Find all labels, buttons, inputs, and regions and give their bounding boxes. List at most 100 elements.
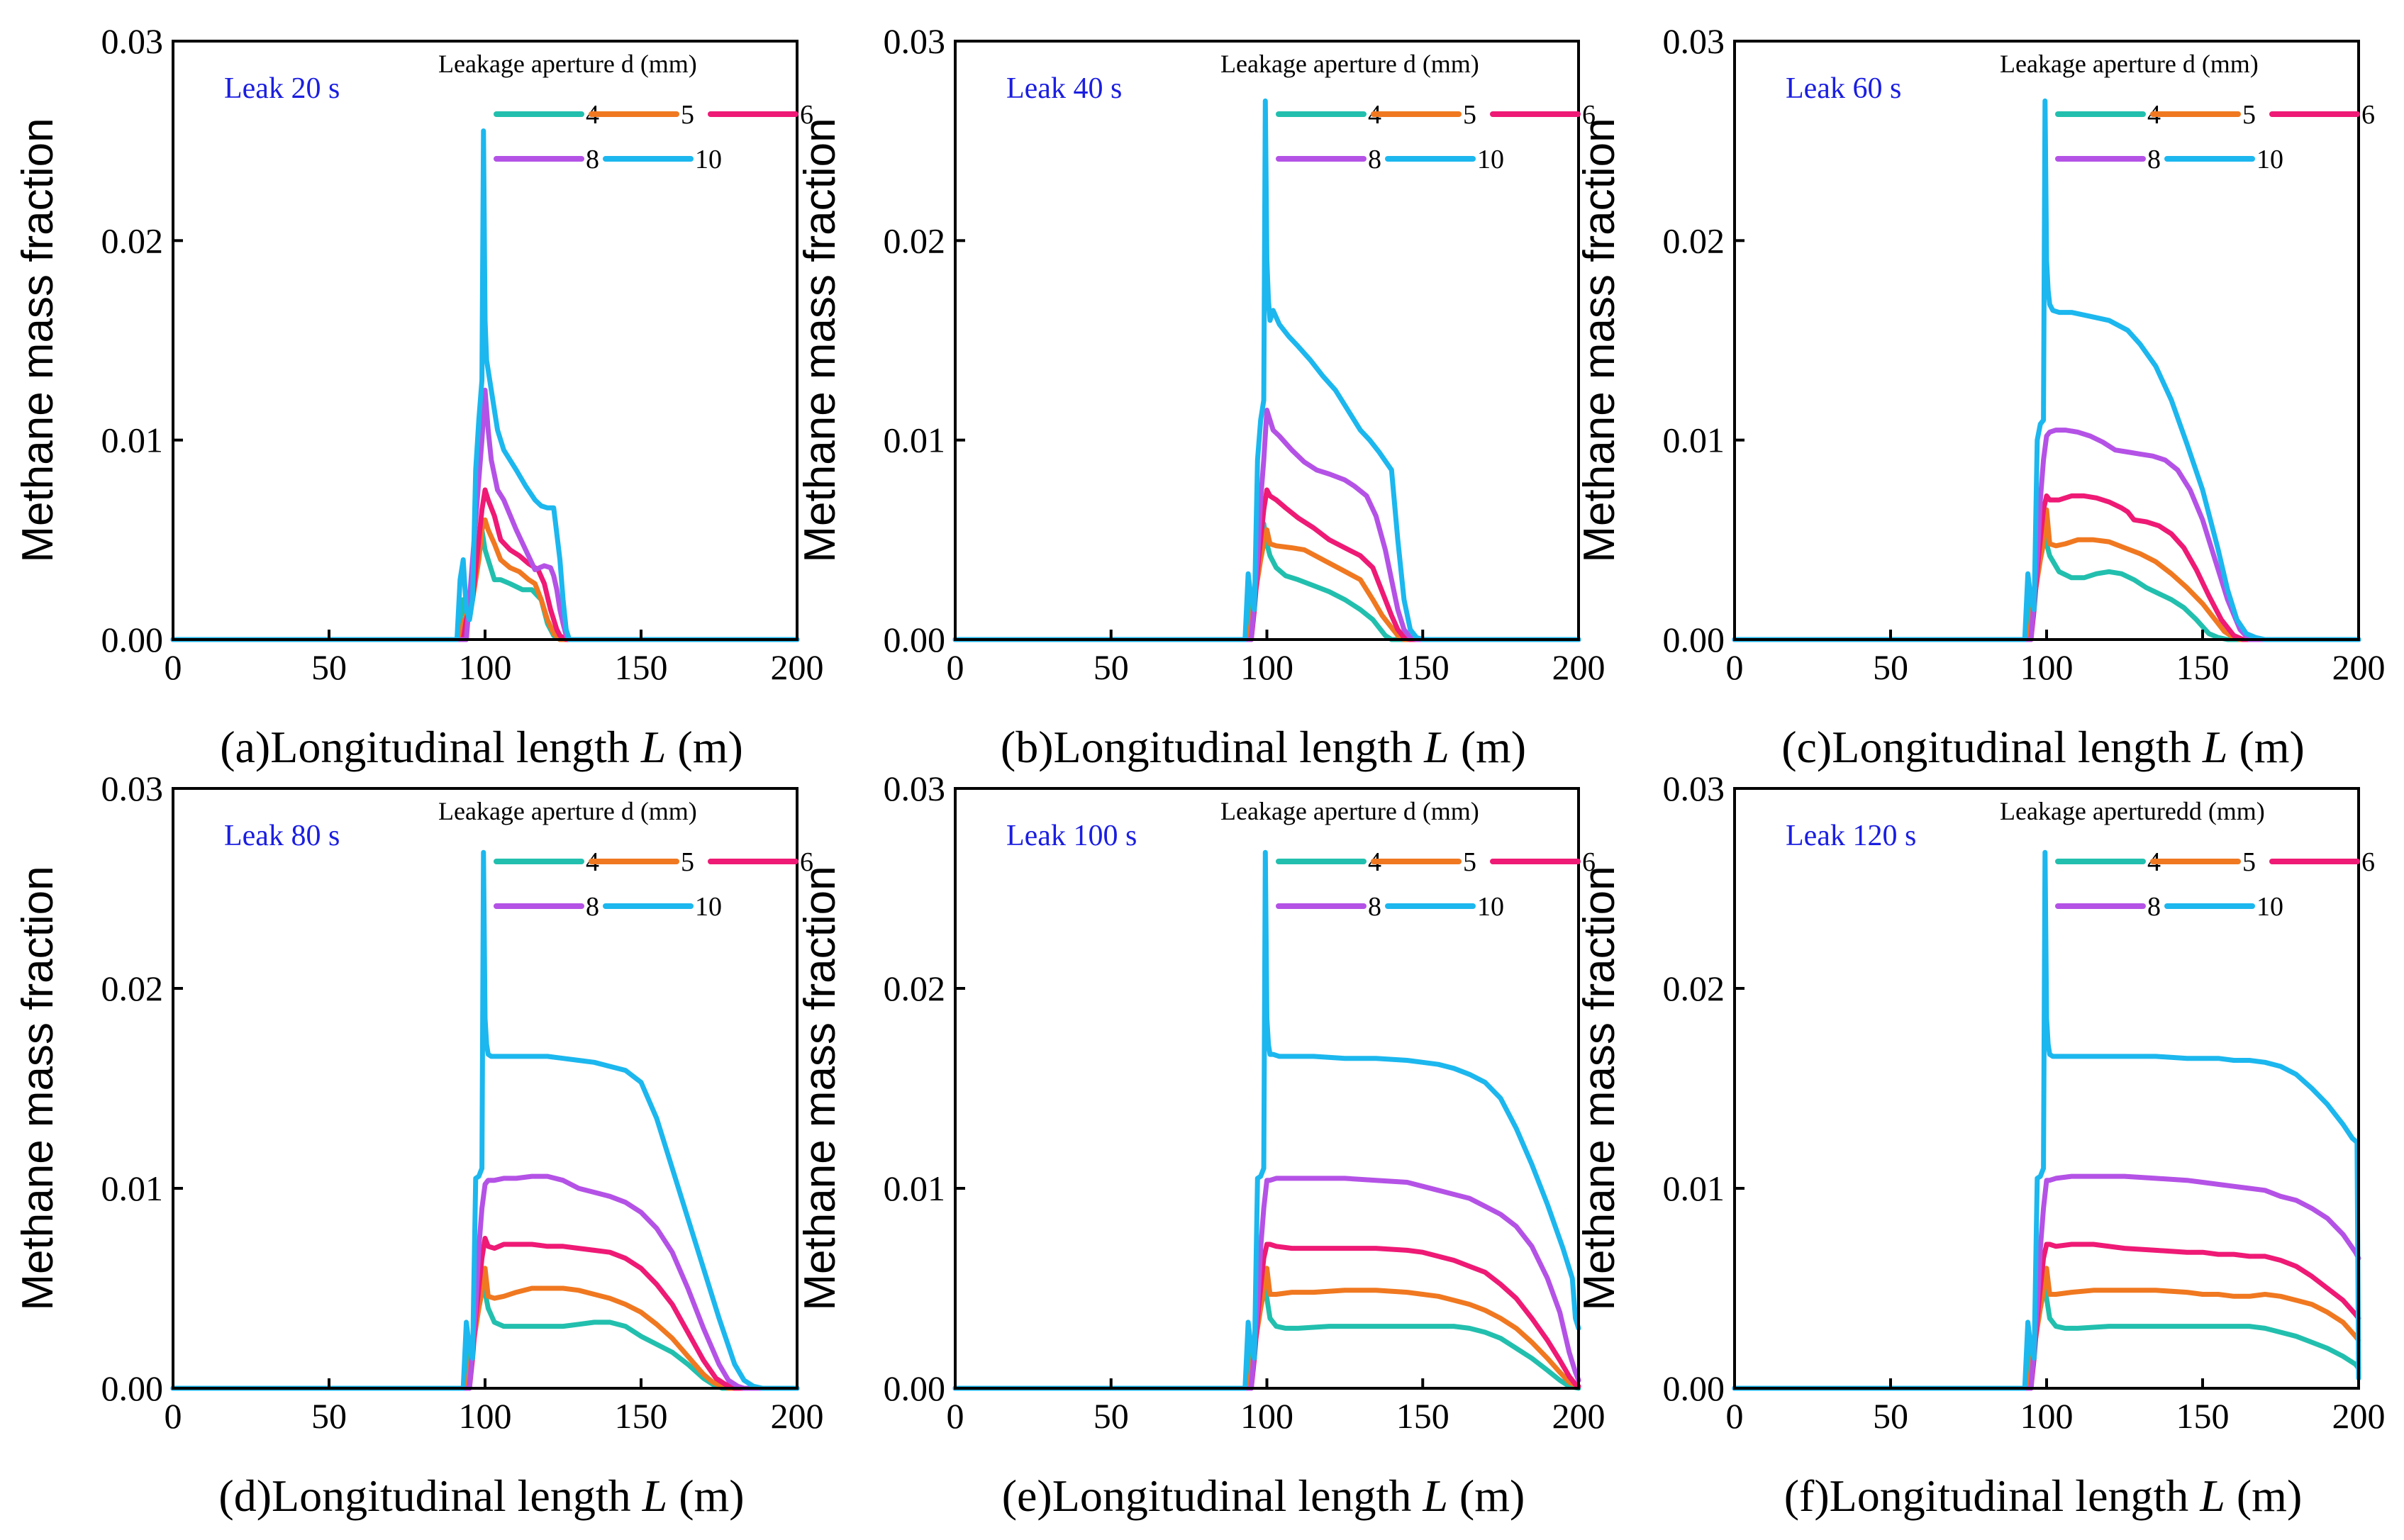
y-tick-label: 0.00 — [1663, 620, 1725, 659]
series-line-d4 — [952, 1276, 1581, 1391]
legend-label-d8: 8 — [586, 892, 599, 922]
legend-label-d8: 8 — [1368, 145, 1381, 174]
series-line-d8 — [1732, 428, 2361, 642]
legend-label-d10: 10 — [2256, 892, 2283, 922]
leak-time: 80 s — [291, 820, 340, 852]
series-line-d10 — [1732, 98, 2361, 642]
series-line-d10 — [170, 128, 800, 642]
leak-time-label: Leak 120 s — [1786, 820, 1916, 852]
leak-prefix: Leak — [224, 820, 291, 852]
y-axis-title: Methane mass fraction — [796, 866, 845, 1310]
leak-prefix: Leak — [1006, 72, 1073, 105]
y-tick-label: 0.03 — [1663, 21, 1725, 61]
legend-title: Leakage aperturedd (mm) — [2000, 797, 2265, 825]
legend-title: Leakage aperture d (mm) — [2000, 50, 2259, 78]
x-tick-label: 200 — [771, 647, 824, 687]
legend-label-d5: 5 — [2242, 847, 2256, 877]
y-tick-label: 0.03 — [101, 769, 164, 808]
y-tick-label: 0.02 — [101, 969, 164, 1008]
legend-title: Leakage aperture d (mm) — [438, 797, 697, 825]
y-tick-label: 0.00 — [101, 620, 164, 659]
legend-label-d8: 8 — [2147, 145, 2161, 174]
panel-f: 0 50 100 150 200 0.00 0.01 0.02 0.03 Methane mass… — [1575, 769, 2386, 1521]
panel-label: (a) — [220, 722, 270, 772]
x-tick-label: 200 — [1552, 647, 1606, 687]
leak-time: 40 s — [1073, 72, 1122, 105]
y-tick-label: 0.00 — [101, 1368, 164, 1408]
series-line-d8 — [1732, 1173, 2361, 1391]
x-tick-label: 100 — [2020, 647, 2074, 687]
x-tick-label: 200 — [1552, 1396, 1606, 1436]
leak-time: 100 s — [1073, 820, 1137, 852]
x-tick-label: 200 — [2332, 647, 2386, 687]
x-axis-label-symbol: L — [2199, 1471, 2225, 1521]
x-tick-label: 0 — [947, 1396, 964, 1436]
x-axis-label-unit: (m) — [2227, 722, 2304, 772]
series-line-d4 — [1732, 521, 2361, 642]
leak-time: 60 s — [1852, 72, 1901, 105]
x-tick-label: 200 — [2332, 1396, 2386, 1436]
series-line-d5 — [952, 1266, 1581, 1391]
legend-title: Leakage aperture d (mm) — [1220, 50, 1479, 78]
leak-time-label: Leak 80 s — [224, 820, 340, 852]
x-axis-label: (d)Longitudinal length L (m) — [218, 1471, 744, 1521]
x-axis-label-unit: (m) — [2225, 1471, 2302, 1521]
x-axis-label-text: Longitudinal length — [1830, 1471, 2200, 1521]
legend-label-d6: 6 — [1582, 100, 1596, 130]
series-line-d10 — [952, 98, 1581, 642]
panel-label: (c) — [1781, 722, 1832, 772]
series-line-d6 — [952, 487, 1581, 642]
x-tick-label: 150 — [615, 1396, 668, 1436]
y-tick-label: 0.02 — [1663, 221, 1725, 260]
y-tick-label: 0.03 — [884, 21, 946, 61]
y-tick-label: 0.00 — [884, 1368, 946, 1408]
legend-label-d5: 5 — [2242, 100, 2256, 130]
x-axis-label: (f)Longitudinal length L (m) — [1784, 1471, 2303, 1521]
x-axis-label-symbol: L — [1422, 1471, 1448, 1521]
y-tick-label: 0.02 — [101, 221, 164, 260]
y-tick-label: 0.03 — [1663, 769, 1725, 808]
x-axis-label-symbol: L — [2202, 722, 2228, 772]
x-tick-label: 100 — [459, 647, 512, 687]
legend-label-d6: 6 — [2361, 100, 2375, 130]
y-axis-title: Methane mass fraction — [13, 866, 62, 1310]
x-tick-label: 0 — [947, 647, 964, 687]
legend-label-d8: 8 — [2147, 892, 2161, 922]
panel-label: (d) — [218, 1471, 272, 1521]
series-line-d6 — [952, 1242, 1581, 1391]
panel-a: 0 50 100 150 200 0.00 0.01 0.02 0.03 Methane mass… — [13, 21, 824, 772]
x-axis-label-text: Longitudinal length — [1052, 1471, 1423, 1521]
x-tick-label: 50 — [311, 647, 347, 687]
legend-label-d10: 10 — [1477, 892, 1504, 922]
x-axis-label-unit: (m) — [666, 722, 742, 772]
x-axis-label-symbol: L — [640, 722, 667, 772]
x-axis-label-text: Longitudinal length — [1832, 722, 2203, 772]
panel-d: 0 50 100 150 200 0.00 0.01 0.02 0.03 Methane mass… — [13, 769, 824, 1521]
leak-prefix: Leak — [1786, 820, 1852, 852]
legend-label-d5: 5 — [1463, 100, 1476, 130]
x-axis-label: (e)Longitudinal length L (m) — [1002, 1471, 1525, 1521]
y-tick-label: 0.01 — [884, 420, 946, 460]
series-line-d6 — [170, 487, 800, 642]
legend-title: Leakage aperture d (mm) — [1220, 797, 1479, 825]
series-line-d10 — [170, 849, 800, 1391]
series-line-d4 — [170, 527, 800, 642]
leak-time: 120 s — [1852, 820, 1916, 852]
legend-label-d10: 10 — [695, 145, 722, 174]
y-tick-label: 0.03 — [101, 21, 164, 61]
leak-time: 20 s — [291, 72, 340, 105]
y-axis-title: Methane mass fraction — [1575, 118, 1624, 562]
x-axis-label-symbol: L — [642, 1471, 668, 1521]
legend-label-d8: 8 — [586, 145, 599, 174]
x-axis-label-unit: (m) — [1448, 1471, 1525, 1521]
y-axis-title: Methane mass fraction — [796, 118, 845, 562]
legend-label-d6: 6 — [2361, 847, 2375, 877]
panel-label: (e) — [1002, 1471, 1052, 1521]
series-line-d8 — [170, 387, 800, 642]
y-axis-title: Methane mass fraction — [1575, 866, 1624, 1310]
leak-time-label: Leak 60 s — [1786, 72, 1901, 105]
x-tick-label: 0 — [165, 647, 182, 687]
x-axis-label: (c)Longitudinal length L (m) — [1781, 722, 2305, 772]
series-line-d10 — [1732, 849, 2361, 1391]
x-tick-label: 150 — [1396, 647, 1449, 687]
